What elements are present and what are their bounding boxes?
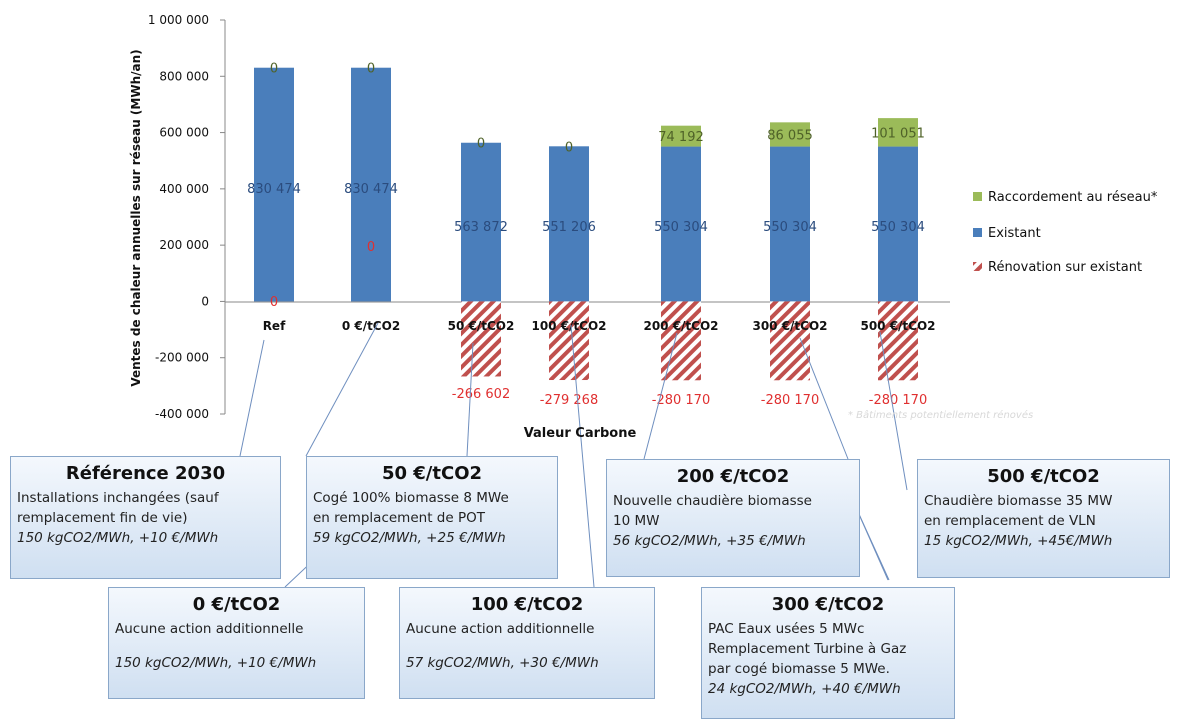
scenario-footer: 150 kgCO2/MWh, +10 €/MWh [109, 653, 364, 673]
legend: Raccordement au réseau* Existant Rénovat… [973, 190, 1158, 275]
legend-label-raccordement: Raccordement au réseau* [988, 190, 1158, 205]
x-tick-label: 100 €/tCO2 [531, 319, 606, 333]
data-label-existant: 830 474 [247, 182, 301, 197]
scenario-title: 50 €/tCO2 [307, 463, 557, 484]
scenario-footer: 57 kgCO2/MWh, +30 €/MWh [400, 653, 654, 673]
bar-renovation [461, 301, 501, 376]
connector-line [306, 323, 378, 456]
scenario-line: Installations inchangées (sauf [11, 488, 280, 508]
scenario-footer: 56 kgCO2/MWh, +35 €/MWh [607, 531, 859, 551]
data-label-raccordement: 0 [367, 62, 375, 77]
data-label-existant: 830 474 [344, 182, 398, 197]
scenario-line: PAC Eaux usées 5 MWc [702, 619, 954, 639]
scenario-title: 500 €/tCO2 [918, 466, 1169, 487]
data-label-raccordement: 86 055 [767, 128, 813, 143]
x-axis-label: Valeur Carbone [524, 426, 637, 441]
data-label-renovation: -279 268 [540, 393, 598, 408]
scenario-line: Chaudière biomasse 35 MW [918, 491, 1169, 511]
scenario-line: remplacement fin de vie) [11, 508, 280, 528]
data-label-renovation: 0 [270, 295, 278, 310]
legend-swatch-raccordement [973, 192, 982, 201]
scenario-title: 200 €/tCO2 [607, 466, 859, 487]
footnote: * Bâtiments potentiellement rénovés [848, 409, 1033, 421]
bar-renovation [661, 301, 701, 380]
scenario-box-100: 100 €/tCO2 Aucune action additionnelle 5… [399, 587, 655, 699]
y-tick-label: 1 000 000 [148, 13, 209, 27]
y-tick-label: -200 000 [155, 351, 209, 365]
scenario-line: en remplacement de POT [307, 508, 557, 528]
legend-label-existant: Existant [988, 226, 1041, 241]
data-label-existant: 551 206 [542, 220, 596, 235]
y-tick-label: 0 [201, 294, 209, 308]
scenario-title: 0 €/tCO2 [109, 594, 364, 615]
y-axis-label: Ventes de chaleur annuelles sur réseau (… [129, 49, 143, 386]
y-tick-label: 200 000 [159, 238, 209, 252]
connector-line [240, 340, 264, 456]
scenario-footer: 24 kgCO2/MWh, +40 €/MWh [702, 679, 954, 699]
y-axis-ticks: 1 000 000 800 000 600 000 400 000 200 000 0 -2… [148, 13, 225, 421]
bar-renovation [878, 301, 918, 380]
data-label-renovation: -266 602 [452, 387, 510, 402]
scenario-box-300: 300 €/tCO2 PAC Eaux usées 5 MWc Remplace… [701, 587, 955, 719]
x-tick-label: 50 €/tCO2 [448, 319, 515, 333]
data-label-existant: 550 304 [763, 220, 817, 235]
legend-label-renovation: Rénovation sur existant [988, 260, 1142, 275]
scenario-footer: 15 kgCO2/MWh, +45€/MWh [918, 531, 1169, 551]
scenario-line: Aucune action additionnelle [400, 619, 654, 639]
scenario-line: 10 MW [607, 511, 859, 531]
data-label-existant: 550 304 [871, 220, 925, 235]
x-axis-categories: Ref 0 €/tCO2 50 €/tCO2 100 €/tCO2 200 €/tCO2… [263, 319, 936, 333]
data-label-renovation: -280 170 [869, 393, 927, 408]
scenario-box-200: 200 €/tCO2 Nouvelle chaudière biomasse 1… [606, 459, 860, 577]
scenario-box-0: 0 €/tCO2 Aucune action additionnelle 150… [108, 587, 365, 699]
x-tick-label: 300 €/tCO2 [752, 319, 827, 333]
data-label-existant: 563 872 [454, 220, 508, 235]
scenario-box-500: 500 €/tCO2 Chaudière biomasse 35 MW en r… [917, 459, 1170, 578]
data-label-renovation: -280 170 [761, 393, 819, 408]
bar-renovation [549, 301, 589, 380]
scenario-footer: 150 kgCO2/MWh, +10 €/MWh [11, 528, 280, 548]
scenario-line: Remplacement Turbine à Gaz [702, 639, 954, 659]
data-label-renovation: 0 [367, 240, 375, 255]
legend-swatch-existant [973, 228, 982, 237]
x-tick-label: 500 €/tCO2 [860, 319, 935, 333]
scenario-line: Cogé 100% biomasse 8 MWe [307, 488, 557, 508]
x-tick-label: Ref [263, 319, 286, 333]
x-tick-label: 0 €/tCO2 [342, 319, 400, 333]
data-label-raccordement: 0 [270, 62, 278, 77]
x-tick-label: 200 €/tCO2 [643, 319, 718, 333]
data-label-existant: 550 304 [654, 220, 708, 235]
scenario-footer: 59 kgCO2/MWh, +25 €/MWh [307, 528, 557, 548]
scenario-line: Aucune action additionnelle [109, 619, 364, 639]
scenario-line: par cogé biomasse 5 MWe. [702, 659, 954, 679]
scenario-line: en remplacement de VLN [918, 511, 1169, 531]
data-label-raccordement: 74 192 [658, 130, 704, 145]
y-tick-label: 400 000 [159, 182, 209, 196]
y-tick-label: 800 000 [159, 69, 209, 83]
connector-line [858, 512, 888, 580]
scenario-title: 100 €/tCO2 [400, 594, 654, 615]
scenario-title: Référence 2030 [11, 463, 280, 484]
y-tick-label: -400 000 [155, 407, 209, 421]
legend-swatch-renovation [973, 262, 982, 271]
scenario-title: 300 €/tCO2 [702, 594, 954, 615]
scenario-line: Nouvelle chaudière biomasse [607, 491, 859, 511]
scenario-box-reference: Référence 2030 Installations inchangées … [10, 456, 281, 579]
y-tick-label: 600 000 [159, 126, 209, 140]
scenario-box-50: 50 €/tCO2 Cogé 100% biomasse 8 MWe en re… [306, 456, 558, 579]
data-label-raccordement: 101 051 [871, 126, 925, 141]
bar-renovation [770, 301, 810, 380]
data-label-raccordement: 0 [477, 137, 485, 152]
data-label-raccordement: 0 [565, 140, 573, 155]
